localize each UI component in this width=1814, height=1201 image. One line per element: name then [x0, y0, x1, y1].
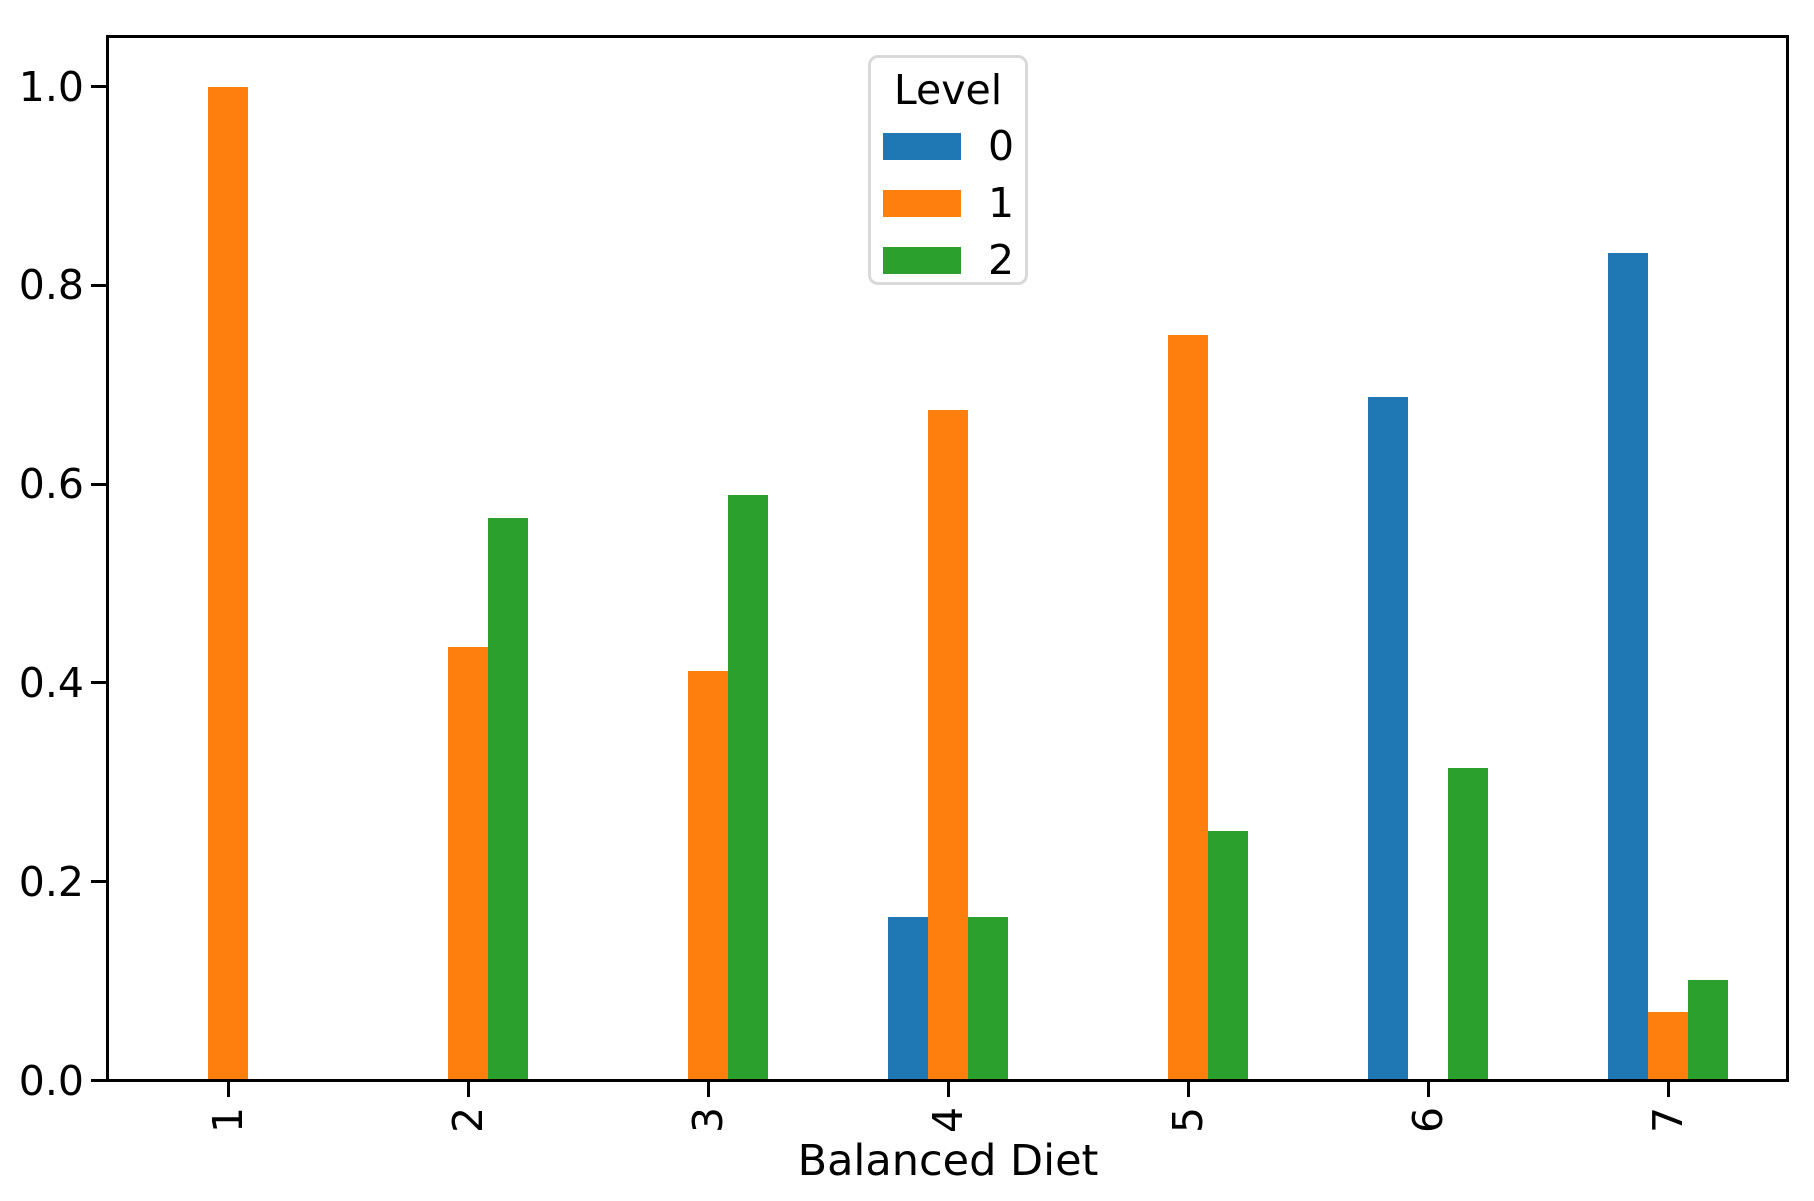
x-tick-6 — [1426, 1082, 1430, 1097]
bar-level-0-category-7 — [1608, 252, 1648, 1081]
x-tick-label-5: 5 — [1164, 1106, 1212, 1134]
legend-entry-label-2: 2 — [988, 236, 1015, 284]
bar-level-1-category-3 — [688, 671, 728, 1081]
x-tick-label-7: 7 — [1644, 1106, 1692, 1134]
bar-level-1-category-7 — [1648, 1012, 1688, 1081]
legend-entry-0: 0 — [883, 122, 1014, 170]
legend-entry-label-1: 1 — [988, 179, 1015, 227]
bar-level-2-category-6 — [1448, 767, 1488, 1081]
y-tick-label-1.0: 1.0 — [18, 62, 84, 111]
y-tick-label-0.2: 0.2 — [18, 857, 84, 906]
x-tick-2 — [466, 1082, 470, 1097]
legend-title: Level — [893, 66, 1003, 114]
bar-level-1-category-2 — [448, 646, 488, 1081]
legend-entry-2: 2 — [883, 236, 1014, 284]
y-tick-label-0.0: 0.0 — [18, 1056, 84, 1105]
bar-level-1-category-1 — [208, 87, 248, 1081]
x-tick-label-4: 4 — [924, 1106, 972, 1134]
x-tick-1 — [226, 1082, 230, 1097]
y-tick-label-0.6: 0.6 — [18, 460, 84, 509]
x-tick-3 — [706, 1082, 710, 1097]
y-tick-1.0 — [91, 85, 106, 88]
bar-level-2-category-2 — [488, 518, 528, 1081]
x-tick-5 — [1186, 1082, 1190, 1097]
legend-swatch-level-2 — [883, 246, 961, 274]
bar-level-0-category-4 — [888, 916, 928, 1081]
y-tick-0.8 — [91, 283, 106, 287]
x-tick-label-3: 3 — [684, 1106, 732, 1134]
legend-entry-1: 1 — [883, 179, 1014, 227]
x-tick-4 — [946, 1082, 950, 1097]
y-tick-0.2 — [91, 880, 106, 884]
bar-level-1-category-5 — [1168, 334, 1208, 1081]
y-tick-label-0.8: 0.8 — [18, 261, 84, 310]
bar-level-0-category-6 — [1368, 397, 1408, 1081]
x-tick-label-6: 6 — [1404, 1106, 1452, 1134]
bar-level-2-category-7 — [1688, 979, 1728, 1081]
y-tick-0.0 — [91, 1079, 106, 1082]
y-tick-0.4 — [91, 681, 106, 685]
legend-swatch-level-0 — [883, 132, 961, 160]
legend-entry-label-0: 0 — [988, 122, 1015, 170]
y-tick-label-0.4: 0.4 — [18, 658, 84, 707]
x-tick-label-2: 2 — [444, 1106, 492, 1134]
x-tick-7 — [1666, 1082, 1670, 1097]
legend: Level 0 1 2 — [868, 55, 1028, 285]
bar-level-2-category-4 — [968, 916, 1008, 1081]
bar-level-1-category-4 — [928, 410, 968, 1081]
x-tick-label-1: 1 — [204, 1106, 252, 1134]
y-tick-0.6 — [91, 482, 106, 486]
x-axis-label: Balanced Diet — [797, 1136, 1099, 1186]
legend-swatch-level-1 — [883, 189, 961, 217]
bar-level-2-category-3 — [728, 494, 768, 1081]
bar-level-2-category-5 — [1208, 830, 1248, 1081]
